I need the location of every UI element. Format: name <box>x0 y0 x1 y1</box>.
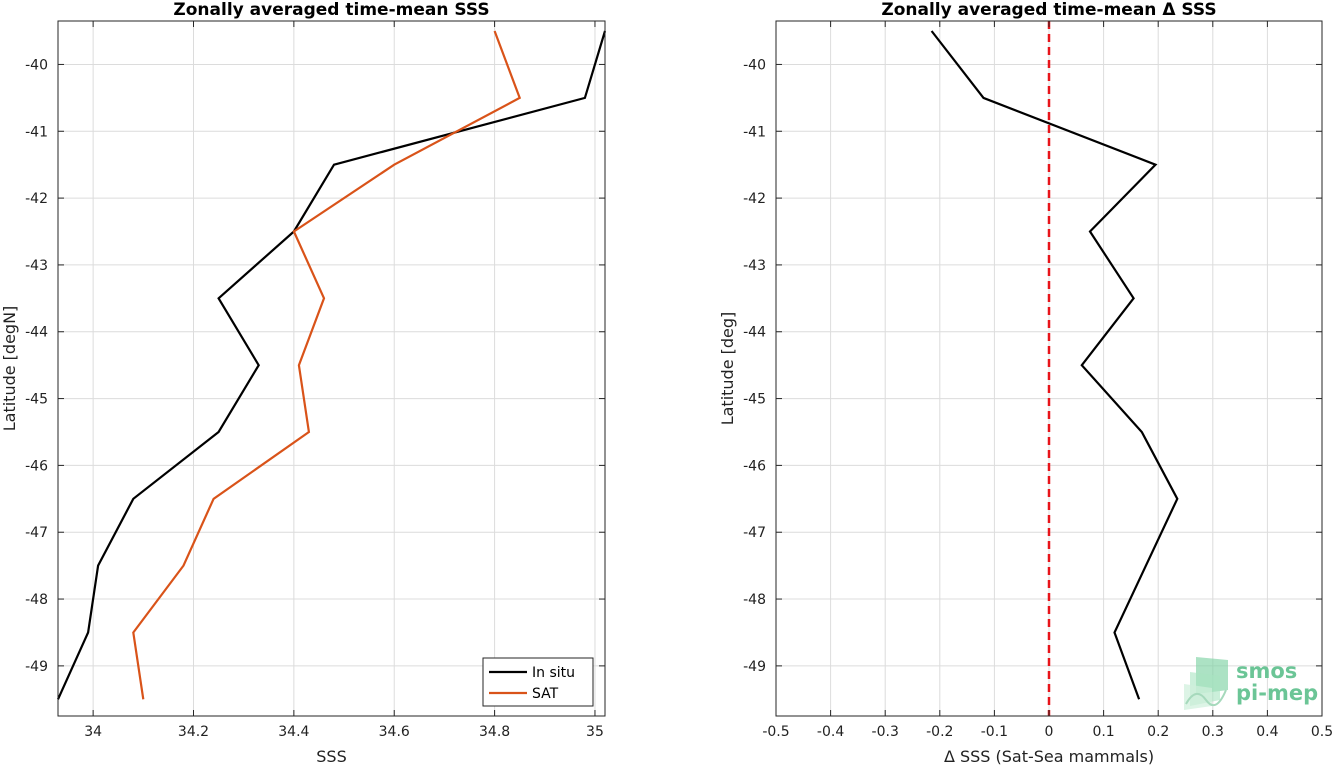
x-tick-label: 35 <box>586 724 604 740</box>
y-tick-label: -42 <box>25 191 48 207</box>
axes-box <box>57 20 606 717</box>
x-tick-label: 0.5 <box>1311 724 1333 740</box>
legend-entry: SAT <box>532 686 559 702</box>
x-tick-label: 0.1 <box>1092 724 1114 740</box>
y-tick-label: -43 <box>743 258 766 274</box>
series-line-in-situ <box>56 30 607 700</box>
y-tick-label: -49 <box>25 659 48 675</box>
series-line-sat <box>132 30 522 700</box>
y-axis-label: Latitude [degN] <box>0 306 19 432</box>
plot-area <box>58 21 605 716</box>
y-tick-label: -45 <box>25 392 48 408</box>
left-panel-sss: 34 34.2 34.4 34.6 34.8 35 -40 -41 -42 -43 -44 -45 -4… <box>0 0 607 765</box>
x-tick-label: 34 <box>84 724 102 740</box>
y-tick-label: -42 <box>743 191 766 207</box>
x-axis-label: Δ SSS (Sat-Sea mammals) <box>944 747 1154 765</box>
y-tick-label: -44 <box>743 325 766 341</box>
y-tick-label: -41 <box>25 124 48 140</box>
x-tick-label: -0.5 <box>762 724 789 740</box>
y-tick-label: -47 <box>743 525 766 541</box>
x-tick-label: -0.4 <box>817 724 844 740</box>
y-tick-label: -48 <box>25 592 48 608</box>
x-tick-label: 34.6 <box>379 724 410 740</box>
right-panel-delta-sss: -0.5 -0.4 -0.3 -0.2 -0.1 0 0.1 0.2 0.3 0.4 0.5 -40 -… <box>718 0 1333 765</box>
x-tick-label: 34.2 <box>178 724 209 740</box>
x-tick-label: 0.4 <box>1256 724 1278 740</box>
legend-box <box>482 657 594 707</box>
x-tick-label: -0.3 <box>872 724 899 740</box>
x-tick-label: 34.8 <box>479 724 510 740</box>
x-tick-label: 0.3 <box>1202 724 1224 740</box>
chart-title: Zonally averaged time-mean Δ SSS <box>881 0 1216 20</box>
y-tick-label: -48 <box>743 592 766 608</box>
x-tick-label: 34.4 <box>278 724 309 740</box>
x-axis-label: SSS <box>316 747 346 765</box>
logo-line2: pi-mep <box>1236 681 1318 705</box>
y-tick-label: -44 <box>25 325 48 341</box>
y-tick-label: -40 <box>25 57 48 73</box>
y-tick-label: -43 <box>25 258 48 274</box>
y-tick-label: -45 <box>743 392 766 408</box>
smos-pi-mep-logo: smos pi-mep <box>1184 657 1318 710</box>
chart-title: Zonally averaged time-mean SSS <box>173 0 489 20</box>
x-tick-label: 0.2 <box>1147 724 1169 740</box>
x-tick-label: -0.1 <box>981 724 1008 740</box>
y-tick-label: -41 <box>743 124 766 140</box>
logo-line1: smos <box>1236 659 1297 683</box>
y-tick-label: -40 <box>743 57 766 73</box>
y-tick-label: -46 <box>743 458 766 474</box>
y-tick-label: -49 <box>743 659 766 675</box>
y-tick-label: -46 <box>25 458 48 474</box>
x-tick-label: -0.2 <box>926 724 953 740</box>
x-tick-label: 0 <box>1045 724 1054 740</box>
legend-entry: In situ <box>532 665 575 681</box>
series-line-0 <box>930 30 1179 700</box>
logo-mark-icon <box>1184 657 1228 710</box>
y-tick-label: -47 <box>25 525 48 541</box>
y-axis-label: Latitude [deg] <box>718 312 737 426</box>
